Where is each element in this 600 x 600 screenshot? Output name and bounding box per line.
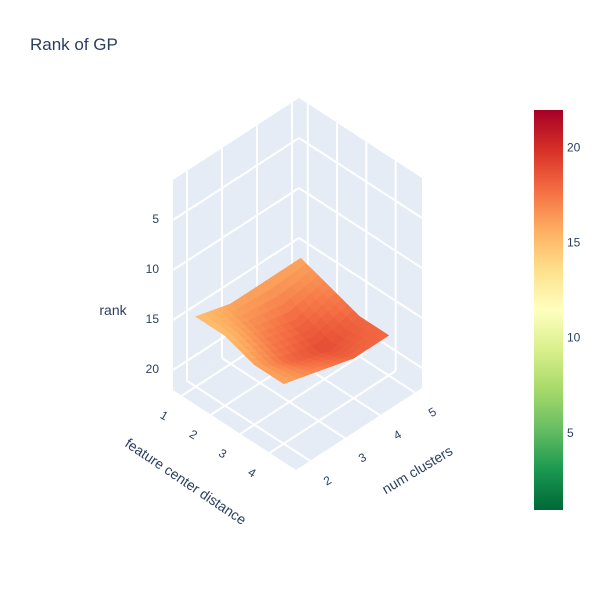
grid-y-floor bbox=[269, 370, 397, 454]
y-tick-label: 3 bbox=[216, 446, 229, 462]
z-tick-label: 20 bbox=[146, 362, 160, 376]
z-tick-label: 10 bbox=[146, 262, 160, 276]
grid-z-right bbox=[298, 237, 423, 319]
x-tick-label: 3 bbox=[356, 450, 369, 466]
grid-z-right bbox=[298, 137, 423, 219]
y-tick-label: 1 bbox=[158, 408, 171, 424]
colorbar: 5 10 15 20 bbox=[534, 110, 581, 510]
x-tick-label: 5 bbox=[426, 404, 439, 420]
grid-z-left bbox=[172, 137, 300, 221]
x-tick-label: 2 bbox=[321, 473, 334, 489]
colorbar-tick-label: 15 bbox=[567, 236, 581, 250]
colorbar-tick-label: 20 bbox=[567, 140, 581, 154]
grid-y-floor bbox=[239, 350, 367, 435]
y-axis-title: feature center distance bbox=[122, 435, 249, 528]
y-tick-label: 2 bbox=[187, 427, 200, 443]
colorbar-rect bbox=[534, 110, 563, 510]
z-axis-title: rank bbox=[99, 302, 127, 318]
surface bbox=[195, 257, 390, 385]
chart-title: Rank of GP bbox=[30, 35, 118, 54]
grid-z-left bbox=[172, 187, 300, 271]
colorbar-ticks: 5 10 15 20 bbox=[567, 140, 581, 440]
y-tick-label: 4 bbox=[246, 465, 259, 481]
colorbar-tick-label: 5 bbox=[567, 426, 574, 440]
grid-x-floor bbox=[186, 380, 311, 462]
colorbar-tick-label: 10 bbox=[567, 331, 581, 345]
z-tick-label: 15 bbox=[146, 312, 160, 326]
grid-z-right bbox=[298, 187, 423, 269]
grid-z-left bbox=[172, 237, 300, 321]
x-tick-label: 4 bbox=[391, 427, 404, 443]
z-tick-label: 5 bbox=[152, 212, 159, 226]
x-axis-title: num clusters bbox=[379, 442, 455, 497]
surface-patch bbox=[277, 377, 292, 385]
grid-x-floor bbox=[221, 357, 346, 439]
